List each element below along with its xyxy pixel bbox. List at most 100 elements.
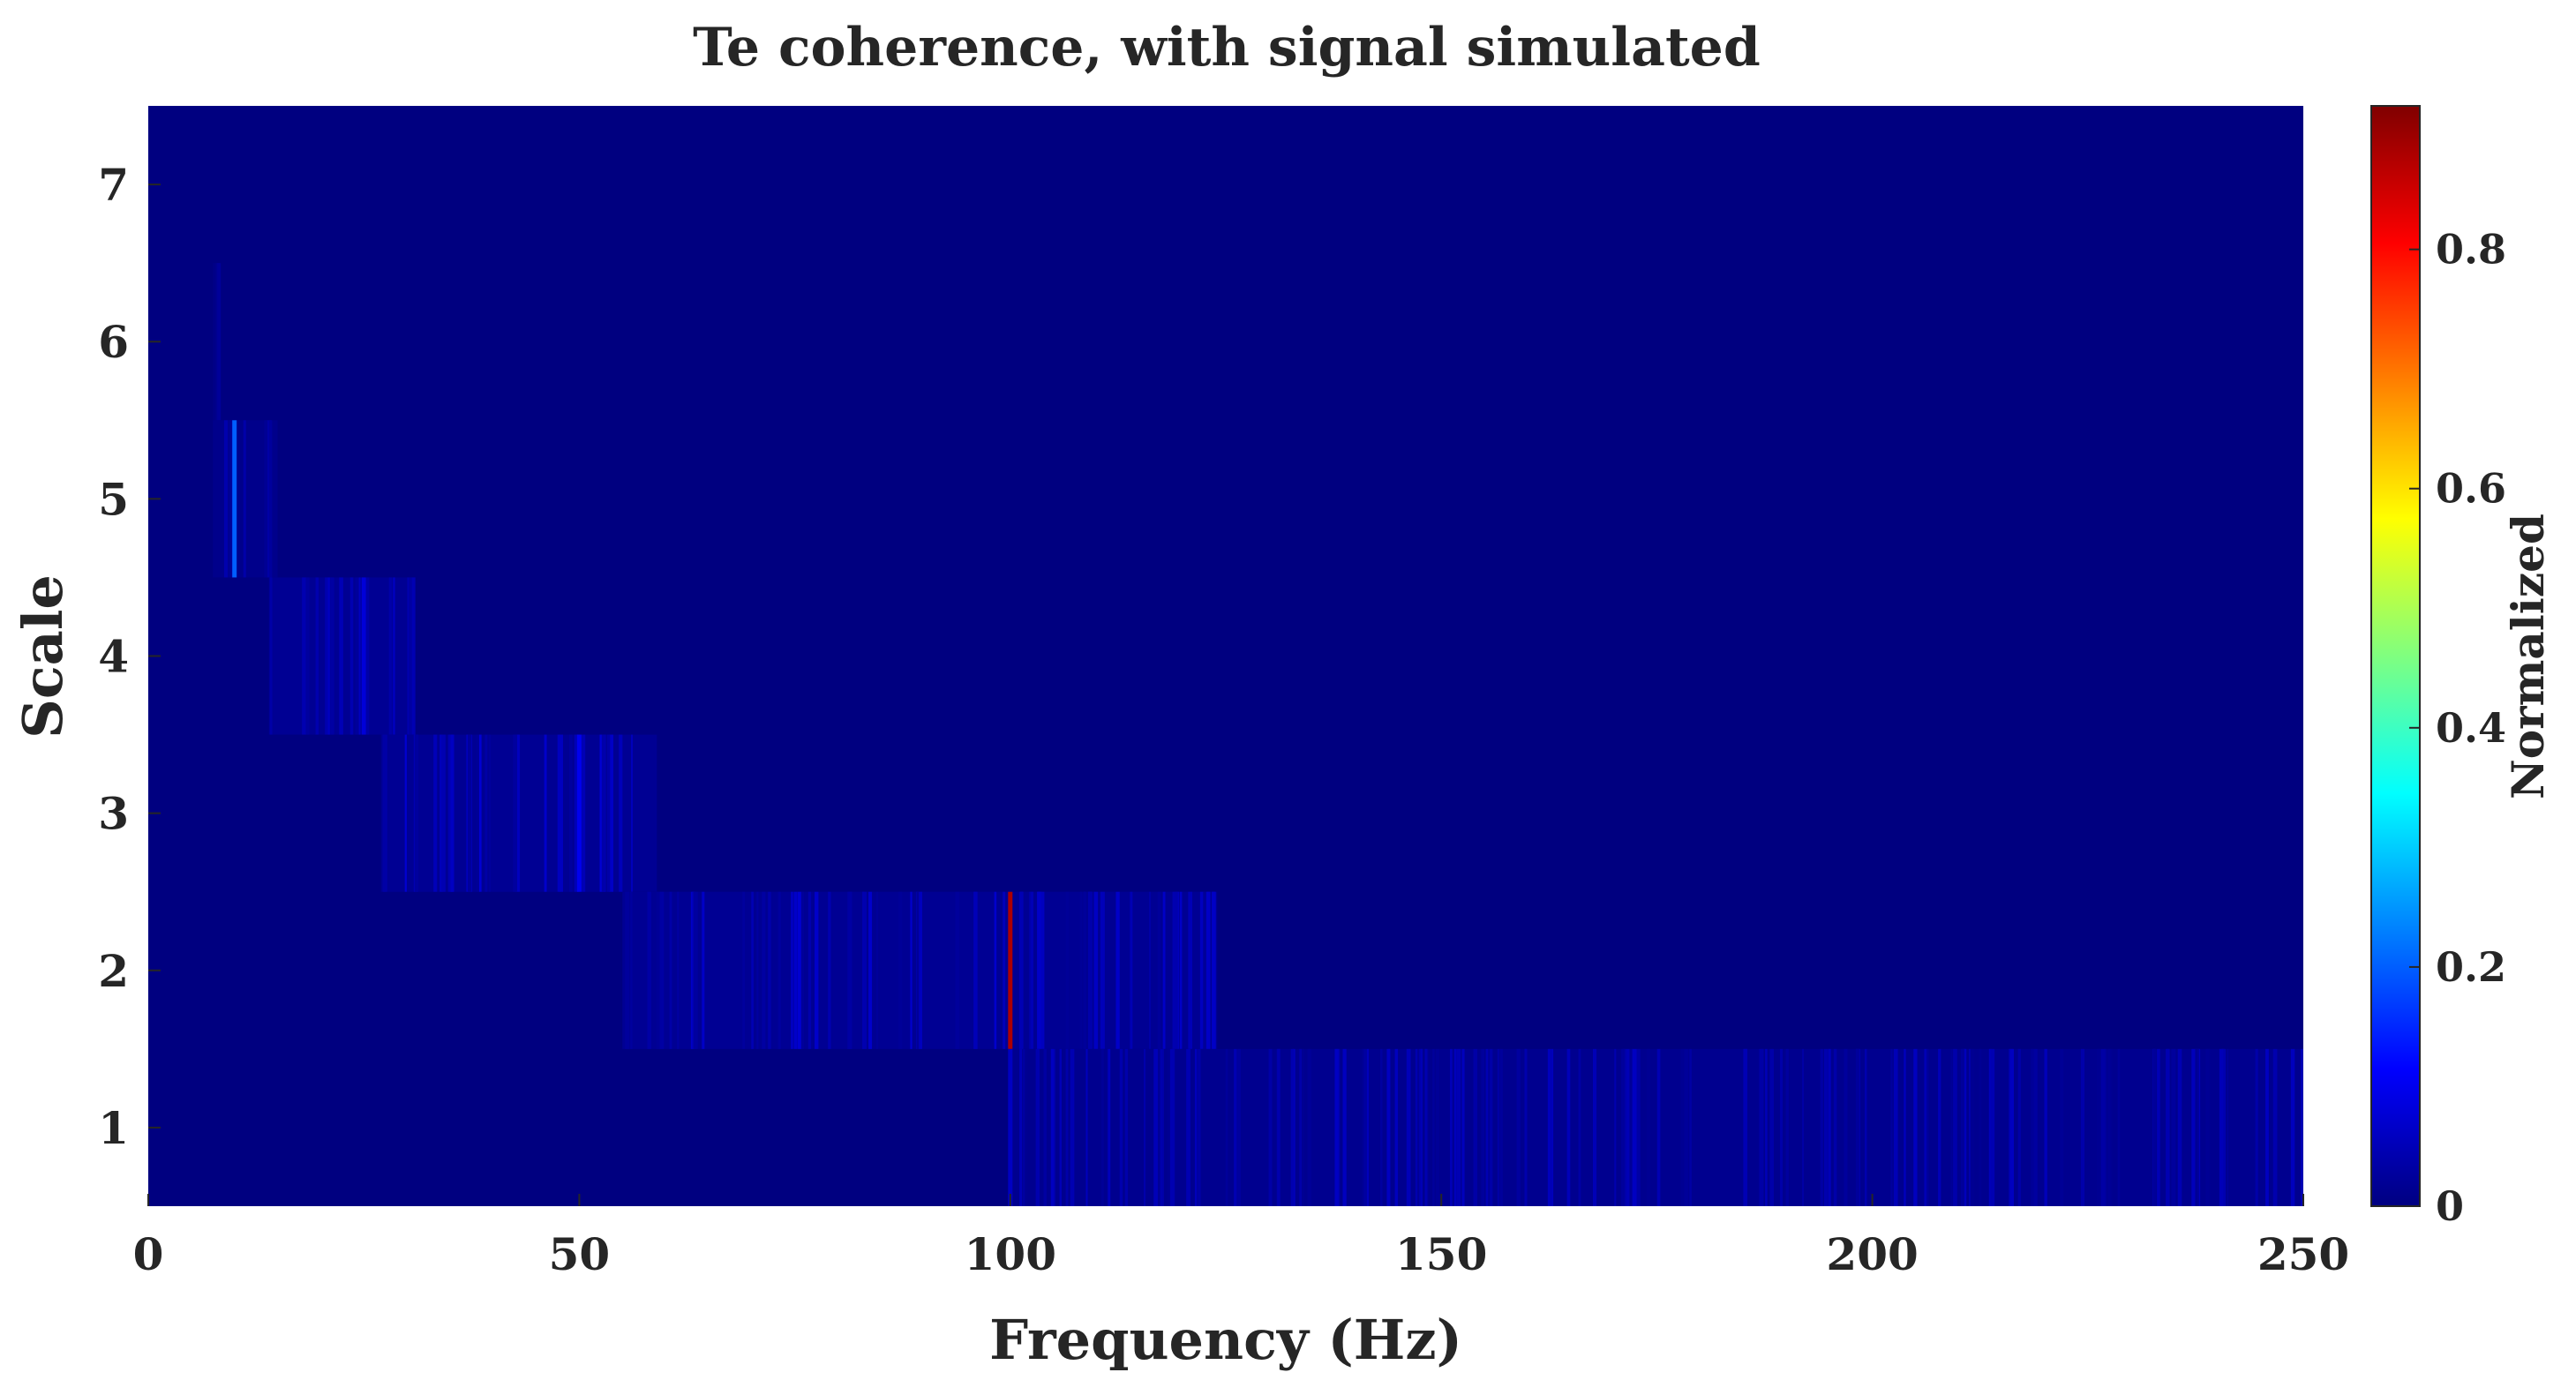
band-stripe xyxy=(1988,1048,1992,1206)
band-stripe xyxy=(1680,1048,1685,1206)
band-stripe xyxy=(2177,1048,2182,1206)
band-stripe xyxy=(1785,1048,1789,1206)
band-stripe xyxy=(358,577,361,735)
band-stripe xyxy=(315,577,319,735)
band-stripe xyxy=(1578,1048,1581,1206)
band-stripe xyxy=(1153,1048,1159,1206)
band-stripe xyxy=(1953,1048,1957,1206)
band-stripe xyxy=(1499,1048,1503,1206)
band-stripe xyxy=(388,577,393,735)
colorbar-tick-label: 0 xyxy=(2436,1182,2464,1230)
band-stripe xyxy=(568,734,573,892)
band-stripe xyxy=(513,734,518,892)
band-stripe xyxy=(2044,1048,2047,1206)
band-stripe xyxy=(1070,1048,1075,1206)
band-stripe xyxy=(1855,1048,1859,1206)
band-stripe xyxy=(1684,1048,1689,1206)
band-stripe xyxy=(2107,1048,2111,1206)
band-stripe xyxy=(862,891,867,1049)
band-stripe xyxy=(2255,1048,2258,1206)
band-stripe xyxy=(702,891,705,1049)
band-stripe xyxy=(656,891,661,1049)
band-stripe xyxy=(1148,891,1152,1049)
x-tick-label: 200 xyxy=(1826,1228,1918,1280)
band-stripe xyxy=(1030,891,1034,1049)
band-stripe xyxy=(1621,1048,1626,1206)
band-fill xyxy=(213,263,218,421)
band-stripe xyxy=(217,263,222,421)
band-stripe xyxy=(1158,1048,1161,1206)
band-stripe xyxy=(1394,1048,1399,1206)
band-stripe xyxy=(476,734,480,892)
band-stripe xyxy=(1970,1048,1975,1206)
band-stripe xyxy=(467,734,472,892)
band-stripe xyxy=(243,420,246,578)
band-stripe xyxy=(2265,1048,2269,1206)
peak-line xyxy=(576,734,582,892)
band-stripe xyxy=(828,891,831,1049)
band-stripe xyxy=(1833,1048,1837,1206)
band-stripe xyxy=(1188,891,1193,1049)
band-stripe xyxy=(365,577,370,735)
band-stripe xyxy=(1497,1048,1500,1206)
band-stripe xyxy=(2110,1048,2113,1206)
band-stripe xyxy=(382,734,387,892)
y-tick-label: 5 xyxy=(98,473,129,525)
colorbar-tick-label: 0.4 xyxy=(2436,704,2506,752)
band-stripe xyxy=(1028,891,1032,1049)
band-stripe xyxy=(305,577,310,735)
band-stripe xyxy=(1237,1048,1241,1206)
band-stripe xyxy=(862,891,865,1049)
band-stripe xyxy=(1380,1048,1383,1206)
band-stripe xyxy=(2104,1048,2107,1206)
band-stripe xyxy=(955,891,960,1049)
band-stripe xyxy=(1100,1048,1104,1206)
band-stripe xyxy=(1160,1048,1164,1206)
band-stripe xyxy=(647,891,651,1049)
colorbar-gradient xyxy=(2370,105,2421,1207)
band-stripe xyxy=(2191,1048,2196,1206)
band-stripe xyxy=(1087,891,1093,1049)
band-stripe xyxy=(1025,1048,1028,1206)
band-stripe xyxy=(2031,1048,2035,1206)
band-scale-7 xyxy=(148,106,2303,264)
band-stripe xyxy=(973,891,978,1049)
band-stripe xyxy=(1082,891,1085,1049)
band-stripe xyxy=(1307,1048,1311,1206)
band-stripe xyxy=(1961,1048,1964,1206)
band-stripe xyxy=(2033,1048,2038,1206)
band-stripe xyxy=(797,891,802,1049)
band-stripe xyxy=(1435,1048,1439,1206)
colorbar-label: Normalized xyxy=(2502,514,2554,799)
band-stripe xyxy=(433,734,438,892)
band-stripe xyxy=(1904,1048,1906,1206)
band-stripe xyxy=(2152,1048,2157,1206)
band-stripe xyxy=(1179,891,1183,1049)
band-stripe xyxy=(1636,1048,1641,1206)
band-stripe xyxy=(1990,1048,1995,1206)
band-stripe xyxy=(659,891,665,1049)
band-stripe xyxy=(478,734,482,892)
band-stripe xyxy=(515,734,521,892)
band-stripe xyxy=(1079,891,1083,1049)
band-stripe xyxy=(1524,1048,1528,1206)
band-stripe xyxy=(693,891,698,1049)
band-stripe xyxy=(355,577,359,735)
colorbar-tick-label: 0.6 xyxy=(2436,465,2506,513)
band-stripe xyxy=(1802,1048,1805,1206)
band-stripe xyxy=(1277,1048,1280,1206)
band-stripe xyxy=(1065,891,1070,1049)
band-stripe xyxy=(1194,1048,1198,1206)
band-stripe xyxy=(2060,1048,2064,1206)
band-stripe xyxy=(488,734,492,892)
band-stripe xyxy=(450,734,454,892)
peak-line xyxy=(1008,891,1013,1049)
band-scale-4 xyxy=(268,577,416,735)
band-stripe xyxy=(609,734,613,892)
band-stripe xyxy=(778,891,781,1049)
band-stripe xyxy=(1115,891,1120,1049)
band-stripe xyxy=(1039,891,1042,1049)
band-stripe xyxy=(407,577,409,735)
band-stripe xyxy=(1205,891,1211,1049)
